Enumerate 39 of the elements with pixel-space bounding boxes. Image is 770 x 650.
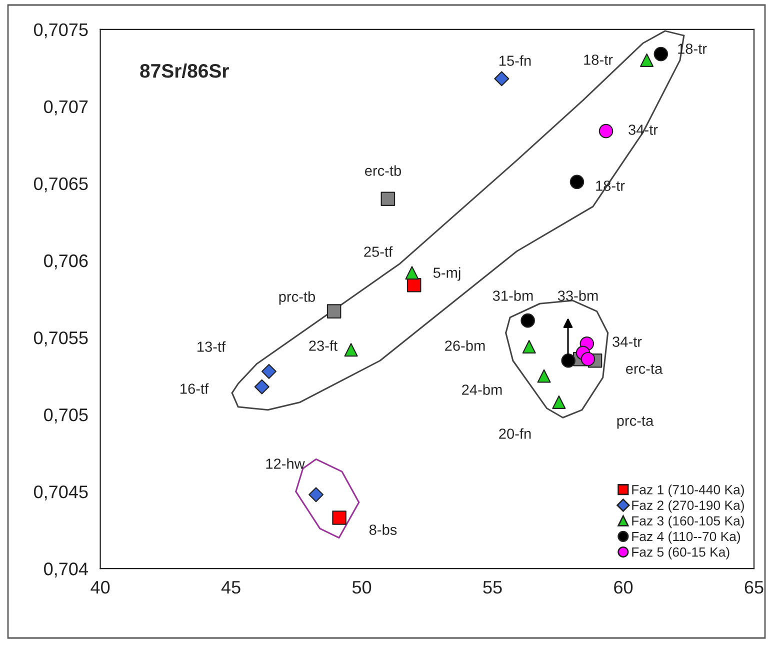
y-tick-label: 0,7065 (34, 177, 88, 192)
annotation: 34-tr (612, 336, 642, 347)
annotation: prc-ta (617, 416, 654, 429)
annotation: 5-mj (433, 267, 460, 281)
x-tick-label: 60 (614, 580, 633, 594)
annotation: erc-ta (626, 364, 663, 374)
legend-label: Faz 1 (710-440 Ka) (632, 484, 744, 497)
x-tick-label: 55 (483, 581, 502, 594)
annotation: 24-bm (462, 384, 502, 395)
y-tick-label: 0,707 (44, 100, 88, 116)
legend-label: Faz 2 (270-190 Ka) (632, 500, 744, 513)
x-tick-label: 40 (90, 580, 110, 594)
annotation: 15-fn (499, 55, 531, 66)
annotation: 13-tf (198, 341, 226, 352)
annotation: 20-fn (499, 428, 531, 439)
annotation: 25-tf (364, 246, 393, 257)
y-tick-label: 0,704 (44, 562, 88, 578)
x-tick-label: 65 (744, 580, 764, 594)
annotation: 12-hw (266, 458, 305, 469)
annotation: 18-tr (584, 54, 613, 65)
y-tick-label: 0,706 (44, 254, 88, 270)
y-tick-label: 0,705 (44, 408, 88, 424)
annotation: 8-bs (369, 524, 397, 535)
text: 87Sr/86Sr (140, 63, 229, 78)
annotation: erc-tb (364, 165, 402, 176)
y-tick-label: 0,7075 (34, 23, 88, 38)
x-tick-label: 50 (352, 580, 372, 594)
legend-label: Faz 5 (60-15 Ka) (632, 547, 730, 560)
annotation: 16-tf (180, 383, 209, 394)
annotation: prc-tb (279, 291, 316, 305)
legend-label: Faz 4 (110--70 Ka) (632, 531, 740, 544)
legend-label: Faz 3 (160-105 Ka) (632, 516, 744, 528)
y-tick-label: 0,7055 (34, 331, 88, 346)
x-tick-label: 45 (221, 581, 240, 594)
annotation: 33-bm (558, 290, 598, 301)
annotation: 26-bm (445, 340, 485, 351)
y-tick-label: 0,7045 (34, 486, 88, 500)
annotation: 23-ft (309, 340, 338, 351)
annotation: 31-bm (492, 290, 533, 301)
